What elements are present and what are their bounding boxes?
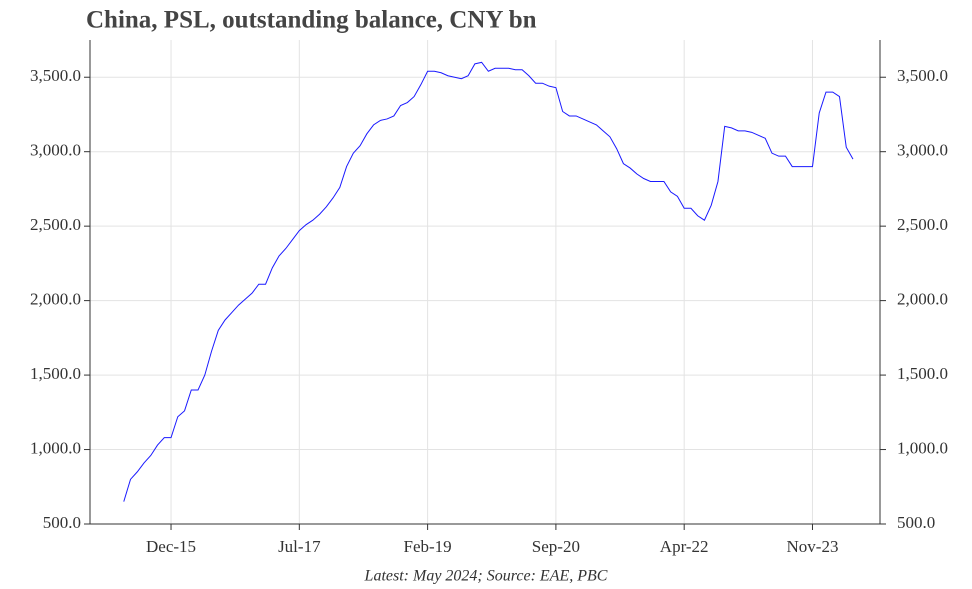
x-tick-label: Sep-20 <box>532 537 580 556</box>
x-tick-label: Jul-17 <box>278 537 321 556</box>
x-tick-label: Feb-19 <box>404 537 452 556</box>
y-tick-label: 1,000.0 <box>30 438 81 457</box>
y2-tick-label: 500.0 <box>897 513 935 532</box>
y-tick-label: 1,500.0 <box>30 364 81 383</box>
y-tick-label: 3,000.0 <box>30 141 81 160</box>
data-line <box>123 61 854 502</box>
y2-tick-label: 2,000.0 <box>897 290 948 309</box>
y-tick-label: 3,500.0 <box>30 66 81 85</box>
caption: Latest: May 2024; Source: EAE, PBC <box>364 568 608 585</box>
y2-tick-label: 1,500.0 <box>897 364 948 383</box>
y2-tick-label: 3,000.0 <box>897 141 948 160</box>
y2-tick-label: 1,000.0 <box>897 438 948 457</box>
y2-tick-label: 2,500.0 <box>897 215 948 234</box>
y-tick-label: 2,000.0 <box>30 290 81 309</box>
chart-title: China, PSL, outstanding balance, CNY bn <box>86 7 537 34</box>
y2-tick-label: 3,500.0 <box>897 66 948 85</box>
x-tick-label: Nov-23 <box>787 537 839 556</box>
x-tick-label: Apr-22 <box>660 537 709 556</box>
x-tick-label: Dec-15 <box>146 537 196 556</box>
y-tick-label: 500.0 <box>43 513 81 532</box>
y-tick-label: 2,500.0 <box>30 215 81 234</box>
